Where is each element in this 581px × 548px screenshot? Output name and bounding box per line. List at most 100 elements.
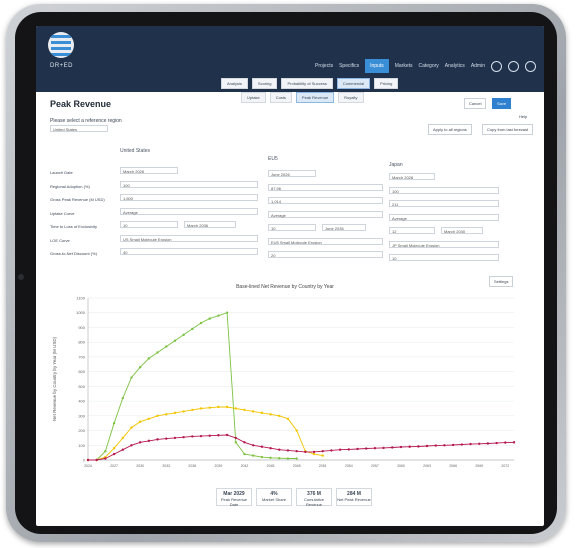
data-point[interactable]	[512, 441, 516, 444]
data-point[interactable]	[321, 449, 324, 453]
nav-item[interactable]: Projects	[315, 63, 334, 69]
data-point[interactable]	[286, 449, 290, 452]
data-point[interactable]	[121, 396, 124, 400]
data-point[interactable]	[234, 407, 237, 410]
data-point[interactable]	[417, 445, 420, 448]
row-field[interactable]: 12	[389, 227, 435, 234]
row-field[interactable]: 40	[120, 248, 258, 255]
data-point[interactable]	[95, 458, 98, 462]
row-field[interactable]: US Small Molecule Erosion	[120, 235, 258, 242]
data-point[interactable]	[173, 436, 177, 440]
data-point[interactable]	[425, 444, 429, 448]
nav-item[interactable]: Category	[418, 63, 439, 69]
subtab[interactable]: Peak Revenue	[295, 92, 335, 103]
row-field[interactable]: 1,014	[268, 197, 383, 204]
data-point[interactable]	[295, 429, 298, 432]
data-point[interactable]	[486, 442, 490, 445]
nav-item[interactable]: Admin	[470, 63, 485, 69]
data-point[interactable]	[225, 405, 229, 409]
data-point[interactable]	[199, 321, 203, 325]
loe-date-field[interactable]: March 2036	[184, 221, 236, 228]
user-icon[interactable]	[525, 60, 536, 72]
help-link[interactable]: Help	[519, 114, 528, 119]
data-point[interactable]	[191, 435, 194, 438]
row-field[interactable]: JP Small Molecule Erosion	[389, 241, 499, 248]
data-point[interactable]	[434, 444, 437, 447]
data-point[interactable]	[251, 454, 255, 457]
nav-item[interactable]: Analytics	[444, 63, 465, 69]
data-point[interactable]	[156, 351, 159, 354]
row-field[interactable]: 10	[389, 254, 499, 261]
data-point[interactable]	[356, 447, 359, 451]
data-point[interactable]	[469, 442, 472, 446]
nav-item[interactable]: Inputs	[365, 59, 389, 73]
data-point[interactable]	[182, 410, 185, 413]
data-point[interactable]	[295, 449, 298, 453]
data-point[interactable]	[373, 447, 377, 450]
data-point[interactable]	[504, 441, 507, 444]
data-point[interactable]	[269, 413, 272, 416]
data-point[interactable]	[147, 439, 151, 443]
data-point[interactable]	[460, 443, 464, 446]
row-field[interactable]: March 2026	[120, 167, 178, 174]
row-field[interactable]: EU5 Small Molecule Erosion	[268, 238, 383, 245]
data-point[interactable]	[478, 442, 481, 445]
save-button[interactable]: Save	[492, 98, 512, 109]
data-point[interactable]	[208, 434, 211, 437]
data-point[interactable]	[312, 450, 316, 454]
cancel-button[interactable]: Cancel	[464, 98, 487, 109]
chart-settings-button[interactable]: Settings	[489, 276, 514, 287]
data-point[interactable]	[243, 408, 246, 412]
data-point[interactable]	[217, 434, 220, 437]
data-point[interactable]	[304, 450, 307, 454]
data-point[interactable]	[165, 437, 168, 440]
data-point[interactable]	[121, 436, 124, 440]
data-point[interactable]	[225, 433, 229, 437]
nav-item[interactable]: Specifics	[339, 63, 360, 69]
row-field[interactable]: March 2028	[389, 173, 435, 180]
row-field[interactable]: 20	[268, 251, 383, 258]
data-point[interactable]	[147, 417, 151, 420]
nav-item[interactable]: Markets	[394, 63, 413, 69]
data-point[interactable]	[199, 434, 203, 438]
data-point[interactable]	[399, 445, 403, 449]
data-point[interactable]	[121, 448, 124, 451]
data-point[interactable]	[104, 449, 107, 453]
data-point[interactable]	[243, 441, 246, 444]
brand-logo-icon[interactable]	[48, 32, 74, 58]
data-point[interactable]	[138, 420, 142, 423]
data-point[interactable]	[165, 345, 168, 348]
apply-all-button[interactable]: Apply to all regions	[428, 124, 472, 135]
row-field[interactable]: Average	[268, 211, 383, 218]
tab[interactable]: Analysis	[221, 78, 248, 89]
subtab[interactable]: Costs	[269, 92, 292, 103]
row-field[interactable]: 10	[120, 221, 178, 228]
data-point[interactable]	[260, 455, 264, 459]
data-point[interactable]	[112, 452, 116, 456]
region-select[interactable]: United States	[50, 125, 108, 132]
data-point[interactable]	[408, 445, 411, 448]
data-point[interactable]	[269, 456, 272, 459]
data-point[interactable]	[495, 441, 498, 445]
data-point[interactable]	[365, 447, 368, 450]
data-point[interactable]	[130, 426, 133, 429]
tab[interactable]: Scoring	[251, 78, 278, 89]
row-field[interactable]: 1,600	[120, 194, 258, 201]
data-point[interactable]	[191, 408, 194, 412]
tab[interactable]: Probability of Success	[281, 78, 333, 89]
row-field[interactable]: Average	[120, 208, 258, 215]
row-field[interactable]: 87.96	[268, 184, 383, 191]
data-point[interactable]	[251, 444, 255, 447]
data-point[interactable]	[112, 447, 116, 450]
info-icon[interactable]	[508, 60, 519, 72]
data-point[interactable]	[199, 407, 203, 410]
data-point[interactable]	[217, 405, 220, 409]
tab[interactable]: Pricing	[374, 78, 399, 89]
data-point[interactable]	[278, 457, 281, 460]
data-point[interactable]	[156, 438, 159, 441]
data-point[interactable]	[173, 339, 177, 342]
row-field[interactable]: June 2026	[268, 170, 316, 177]
data-point[interactable]	[347, 448, 351, 451]
data-point[interactable]	[104, 457, 107, 460]
row-field[interactable]: 211	[389, 200, 499, 207]
